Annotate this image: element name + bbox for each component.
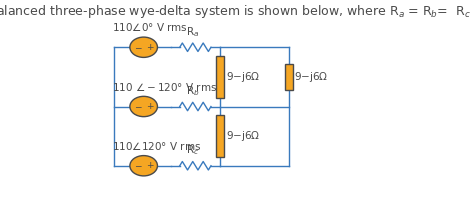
Text: 110$\angle$120$\degree$ V rms: 110$\angle$120$\degree$ V rms bbox=[112, 140, 201, 152]
Text: The balanced three-phase wye-delta system is shown below, where R$_a$ = R$_b$=  : The balanced three-phase wye-delta syste… bbox=[0, 3, 474, 20]
Text: R$_b$: R$_b$ bbox=[186, 84, 199, 98]
Text: 110 $\angle-$120$\degree$ V rms: 110 $\angle-$120$\degree$ V rms bbox=[112, 81, 217, 93]
Text: 110$\angle$0$\degree$ V rms: 110$\angle$0$\degree$ V rms bbox=[112, 22, 188, 33]
Circle shape bbox=[130, 96, 157, 117]
Circle shape bbox=[130, 37, 157, 58]
Text: 9$-$j6$\Omega$: 9$-$j6$\Omega$ bbox=[226, 70, 260, 84]
Text: −: − bbox=[134, 161, 142, 170]
Text: −: − bbox=[134, 43, 142, 52]
Text: R$_c$: R$_c$ bbox=[186, 144, 199, 157]
Text: +: + bbox=[146, 102, 153, 111]
Text: 9$-$j6$\Omega$: 9$-$j6$\Omega$ bbox=[294, 70, 328, 84]
Bar bbox=[216, 115, 224, 157]
Bar bbox=[216, 56, 224, 98]
Bar bbox=[285, 64, 293, 90]
Text: R$_a$: R$_a$ bbox=[186, 25, 199, 39]
Text: 9$-$j6$\Omega$: 9$-$j6$\Omega$ bbox=[226, 129, 260, 143]
Text: +: + bbox=[146, 43, 153, 52]
Circle shape bbox=[130, 155, 157, 176]
Text: +: + bbox=[146, 161, 153, 170]
Text: −: − bbox=[134, 102, 142, 111]
